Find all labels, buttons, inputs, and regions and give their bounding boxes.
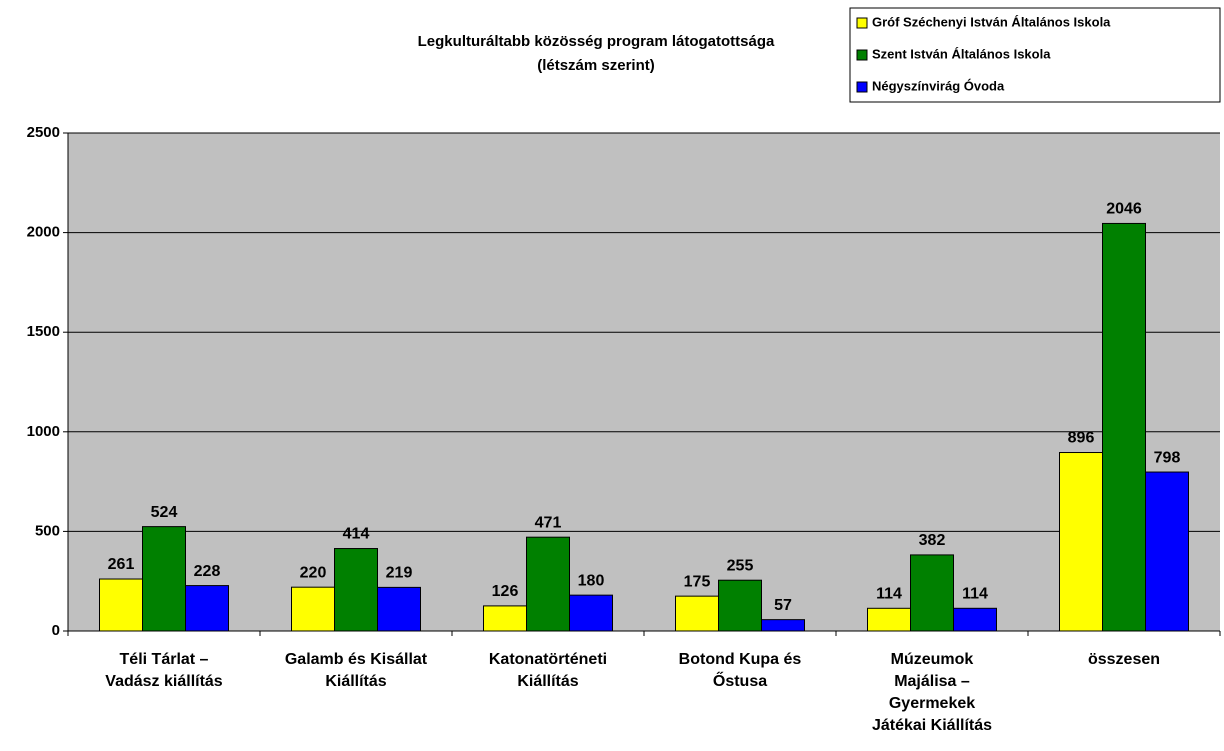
bar (910, 554, 954, 632)
data-label: 524 (151, 504, 178, 521)
bar (526, 536, 570, 632)
x-tick-label: Galamb és Kisállat Kiállítás (284, 651, 428, 690)
y-tick-label: 2000 (27, 224, 60, 241)
legend-label: Négyszínvirág Óvoda (872, 78, 1005, 93)
y-tick-label: 0 (52, 622, 60, 639)
bar (1059, 452, 1103, 632)
legend-box (849, 7, 1221, 103)
data-label: 255 (727, 557, 754, 574)
x-tick-label: összesen (1087, 651, 1161, 668)
data-label: 126 (492, 583, 519, 600)
bar (675, 595, 719, 632)
plot-area (68, 133, 1220, 631)
data-label: 220 (300, 564, 327, 581)
data-label: 471 (535, 514, 562, 531)
legend-swatch (856, 49, 868, 61)
bar (483, 605, 527, 632)
data-label: 175 (684, 573, 711, 590)
data-label: 261 (108, 556, 135, 573)
data-label: 228 (194, 563, 221, 580)
data-label: 2046 (1106, 201, 1142, 218)
x-tick-label: Botond Kupa és Őstusa (678, 651, 802, 690)
y-tick-label: 1000 (27, 423, 60, 440)
data-label: 219 (386, 565, 413, 582)
data-label: 382 (919, 532, 946, 549)
data-label: 798 (1154, 449, 1181, 466)
bar (142, 526, 186, 632)
bar (1145, 471, 1189, 632)
bar (569, 594, 613, 632)
data-label: 114 (876, 586, 902, 603)
data-label: 414 (343, 526, 370, 543)
y-tick-label: 2500 (27, 124, 60, 141)
x-tick-label: Katonatörténeti Kiállítás (488, 651, 608, 690)
bar (334, 548, 378, 632)
y-tick-label: 500 (35, 522, 60, 539)
legend-swatch (856, 17, 868, 29)
x-tick-label: Múzeumok Majálisa – Gyermekek Játékai Ki… (871, 651, 993, 734)
chart-title: Legkulturáltabb közösség program látogat… (418, 33, 775, 50)
bar (867, 607, 911, 632)
bar (953, 607, 997, 632)
data-label: 114 (962, 586, 988, 603)
bar (377, 586, 421, 632)
legend-label: Gróf Széchenyi István Általános Iskola (872, 14, 1111, 29)
bar (291, 586, 335, 632)
bar (761, 619, 805, 632)
y-tick-label: 1500 (27, 323, 60, 340)
chart-subtitle: (létszám szerint) (537, 57, 655, 74)
data-label: 57 (774, 597, 792, 614)
data-label: 896 (1068, 430, 1095, 447)
bar (185, 585, 229, 632)
bar (718, 579, 762, 632)
x-tick-label: Téli Tárlat – Vadász kiállítás (105, 651, 223, 690)
bar (99, 578, 143, 632)
legend-swatch (856, 81, 868, 93)
bar (1102, 222, 1146, 632)
legend-label: Szent István Általános Iskola (872, 46, 1051, 61)
data-label: 180 (578, 572, 605, 589)
